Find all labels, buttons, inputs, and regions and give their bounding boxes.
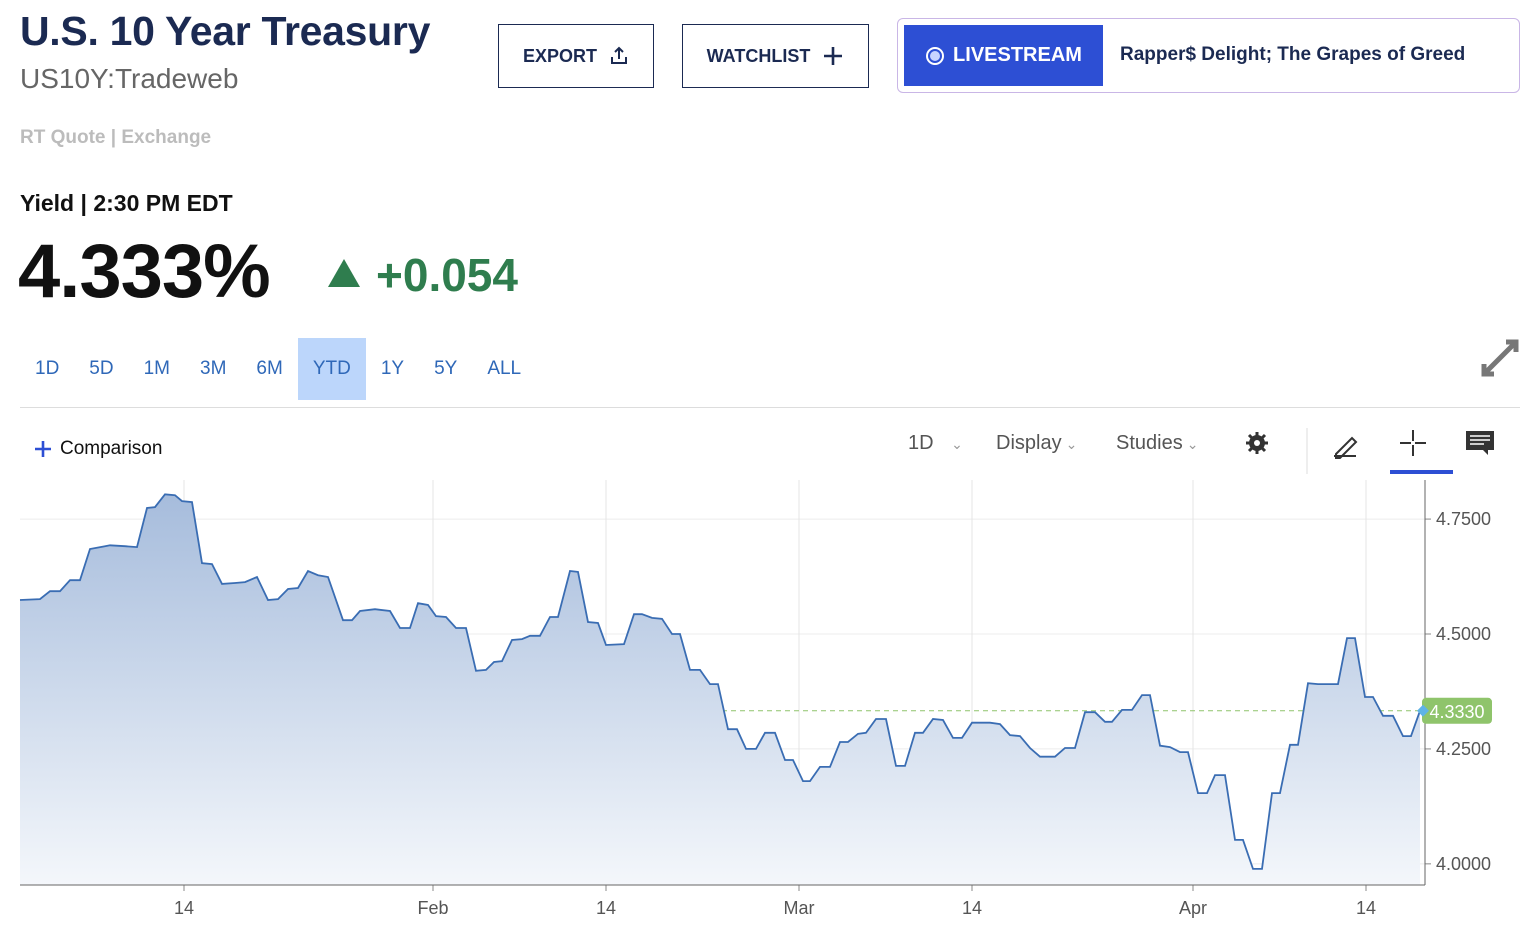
range-tab[interactable]: 5Y [434,358,458,379]
price-change: +0.054 [376,249,518,301]
expand-icon[interactable] [1480,338,1520,378]
crosshair-icon[interactable] [1400,430,1426,456]
line [19,493,1421,870]
livestream-label: LIVESTREAM [953,44,1082,66]
comparison-label: Comparison [60,438,163,459]
plus-icon [35,441,51,457]
watchlist-label: WATCHLIST [706,45,811,66]
livestream-headline[interactable]: Rapper$ Delight; The Grapes of Greed [1120,44,1466,65]
x-tick-label: Apr [1179,898,1207,918]
x-tick-label: 14 [1356,898,1376,918]
display-label: Display [996,432,1062,454]
plus-icon [824,47,843,65]
interval-menu[interactable]: 1D ⌄ [908,432,963,454]
active-tool-indicator [1390,470,1453,474]
title: U.S. 10 Year Treasury [20,8,431,54]
divider [20,407,1520,408]
quote-source[interactable]: RT Quote | Exchange [20,127,212,148]
range-tab[interactable]: 1M [143,358,170,379]
comparison-button[interactable]: Comparison [34,438,162,460]
range-tab[interactable]: YTD [297,338,366,400]
range-tab[interactable]: 3M [200,358,227,379]
up-arrow [328,259,360,287]
range-tab[interactable]: 5D [89,358,114,379]
x-tick-label: 14 [596,898,616,918]
last-value-badge [1422,697,1492,724]
watchlist-button[interactable]: WATCHLIST [682,24,869,88]
range-tab[interactable]: 1D [35,358,60,379]
x-tick-label: Feb [417,898,448,918]
livestream-banner[interactable]: LIVESTREAM Rapper$ Delight; The Grapes o… [897,18,1520,93]
livestream-button[interactable]: LIVESTREAM [904,25,1103,86]
range-tab[interactable]: 6M [256,358,283,379]
x-tick-label: 14 [962,898,982,918]
interval-label: 1D [908,432,934,454]
y-tick-label: 4.7500 [1436,509,1491,529]
export-label: EXPORT [522,45,597,66]
export-button[interactable]: EXPORT [498,24,654,88]
range-tab[interactable]: 1Y [380,358,405,379]
price: 4.333% [18,229,271,314]
symbol: US10Y:Tradeweb [20,63,239,94]
last-value-marker [1417,704,1429,717]
range-tab[interactable]: ALL [487,358,522,379]
export-icon [611,46,627,64]
studies-menu[interactable]: Studies ⌄ [1116,432,1199,454]
y-tick-label: 4.0000 [1436,854,1491,874]
yield-label: Yield | 2:30 PM EDT [20,190,233,216]
toolbar-icons [1246,428,1494,474]
range-tabs: 1D 5D 1M 3M 6M YTD 1Y 5Y ALL [20,338,536,400]
area [20,494,1420,885]
y-tick-label: 4.2500 [1436,739,1491,759]
x-tick-label: 14 [174,898,194,918]
display-menu[interactable]: Display ⌄ [996,432,1078,454]
draw-icon[interactable] [1334,436,1358,459]
comment-icon[interactable] [1466,431,1494,455]
live-icon [926,46,945,65]
x-tick-label: Mar [784,898,815,918]
studies-label: Studies [1116,432,1183,454]
last-value-label: 4.3330 [1429,702,1484,722]
y-tick-label: 4.5000 [1436,624,1491,644]
settings-icon[interactable] [1246,432,1268,454]
